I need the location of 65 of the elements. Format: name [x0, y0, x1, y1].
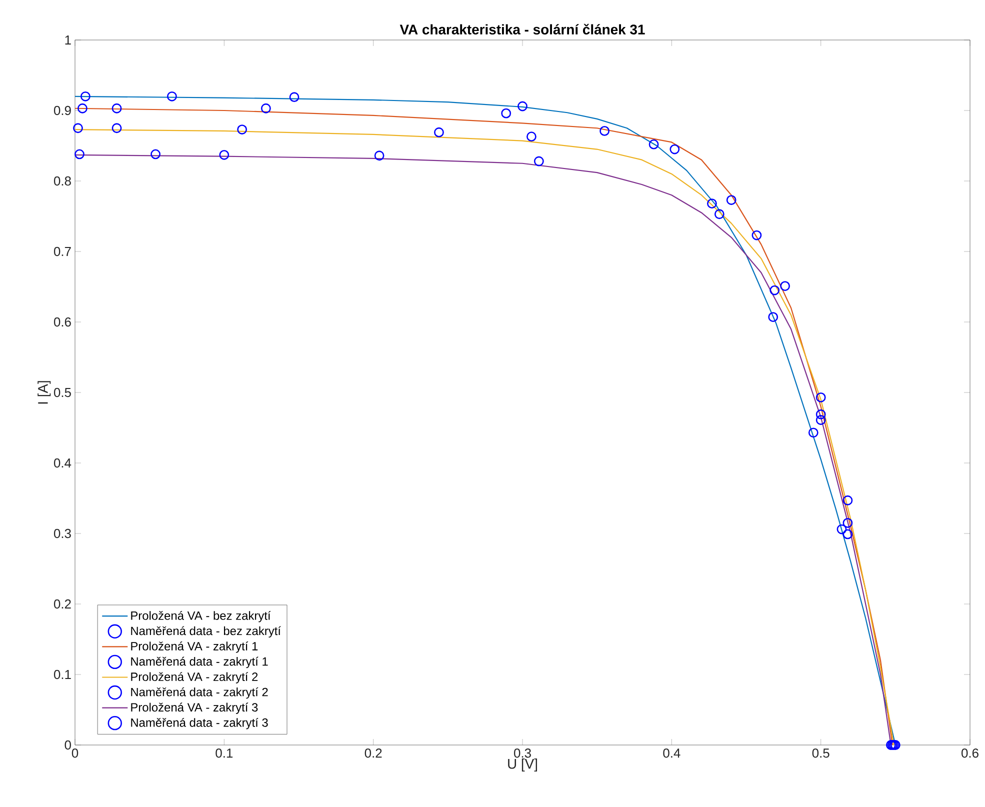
legend-label: Proložená VA - zakrytí 2 [131, 672, 258, 684]
legend-label: Naměřená data - bez zakrytí [131, 626, 281, 638]
point [836, 524, 847, 534]
chart-title: VA charakteristika - solární článek 31 [400, 24, 645, 34]
point [74, 149, 84, 160]
x-tick-label: 0.1 [216, 748, 233, 758]
point [670, 144, 680, 154]
point [526, 132, 536, 142]
point [237, 124, 248, 134]
x-axis-title: U [V] [508, 758, 537, 772]
point [816, 409, 826, 420]
point [726, 195, 736, 205]
point [842, 518, 853, 528]
point [434, 127, 444, 138]
point [501, 108, 512, 118]
point [219, 150, 230, 160]
legend-label: Naměřená data - zakrytí 2 [131, 687, 268, 699]
point [816, 415, 826, 425]
point [842, 529, 853, 540]
point [780, 281, 790, 291]
legend-label: Naměřená data - zakrytí 1 [131, 656, 268, 668]
point [534, 156, 544, 166]
y-tick-label: 0.8 [54, 176, 71, 186]
y-tick-label: 0.1 [54, 670, 71, 680]
point [816, 392, 826, 402]
legend-label: Proložená VA - bez zakrytí [131, 610, 271, 622]
point [289, 92, 300, 102]
point [112, 123, 122, 134]
point [80, 91, 90, 102]
x-tick-label: 0.6 [962, 748, 978, 758]
point [518, 101, 528, 112]
x-tick-label: 0.2 [364, 748, 382, 758]
y-tick-label: 0.6 [54, 317, 71, 327]
point [167, 91, 177, 102]
point [714, 209, 724, 220]
y-tick-label: 0.5 [54, 388, 71, 398]
point [260, 103, 271, 114]
y-tick-label: 0.2 [54, 599, 71, 609]
y-tick-label: 0.3 [54, 528, 71, 538]
point [78, 103, 88, 114]
y-tick-label: 0.4 [54, 458, 72, 468]
point [808, 428, 818, 438]
point [600, 126, 610, 136]
point [73, 123, 83, 134]
x-tick-label: 0.5 [812, 748, 830, 758]
point [648, 139, 659, 150]
y-tick-label: 1 [65, 36, 71, 44]
point [150, 149, 160, 160]
point [842, 495, 853, 506]
legend-label: Proložená VA - zakrytí 3 [131, 702, 258, 714]
point [770, 285, 780, 296]
point [768, 312, 778, 322]
x-tick-label: 0.3 [514, 748, 531, 758]
point [752, 230, 762, 240]
point [707, 198, 717, 209]
y-tick-label: 0 [64, 740, 71, 750]
legend-label: Naměřená data - zakrytí 3 [131, 718, 268, 730]
point [374, 150, 384, 161]
x-tick-label: 0.4 [663, 748, 680, 758]
legend-label: Proložená VA - zakrytí 1 [131, 642, 258, 653]
y-axis-title: I [A] [38, 381, 51, 404]
y-tick-label: 0.9 [54, 106, 71, 116]
y-tick-label: 0.7 [54, 246, 71, 256]
point [112, 103, 122, 114]
x-tick-label: 0 [72, 748, 78, 758]
